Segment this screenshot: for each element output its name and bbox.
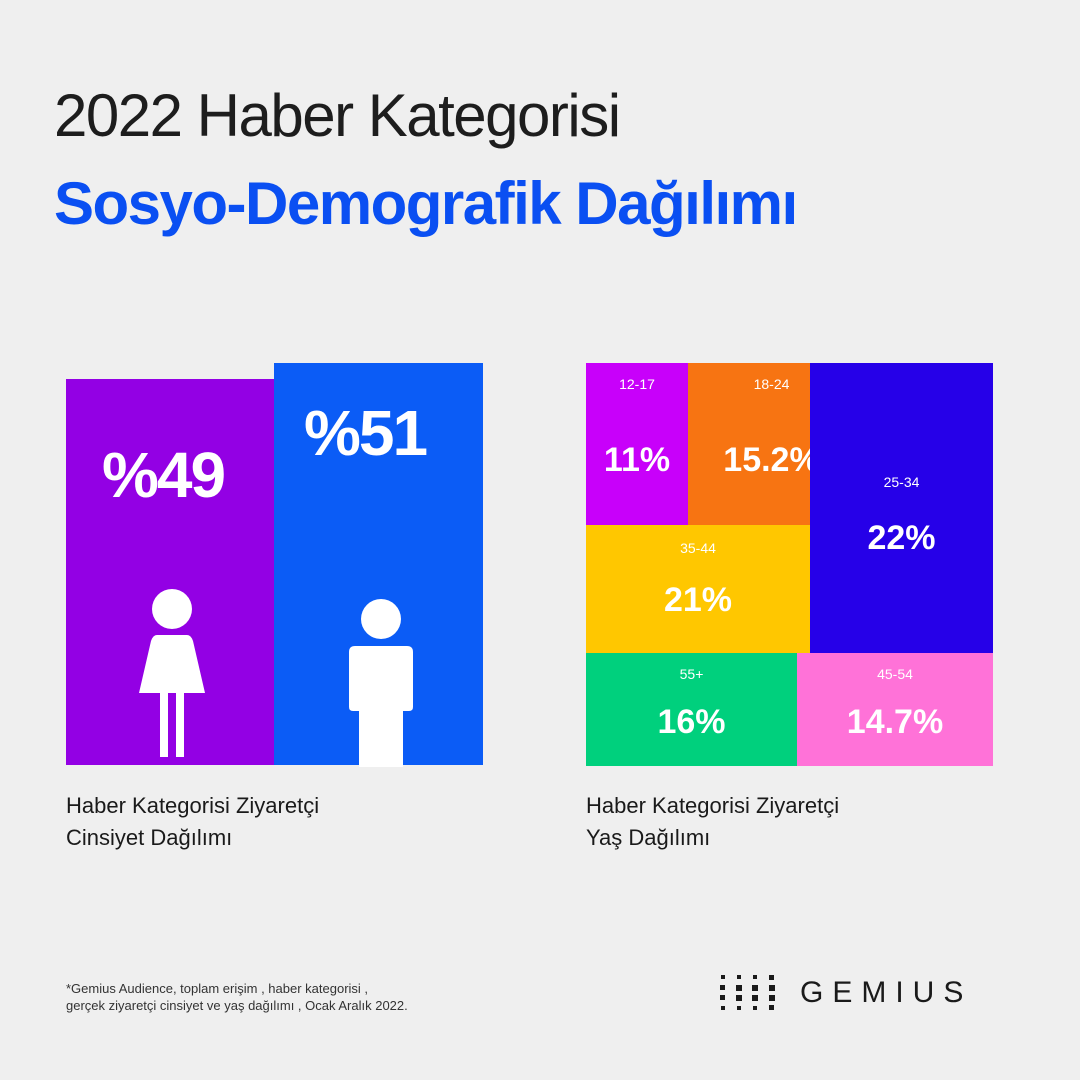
footnote-line-2: gerçek ziyaretçi cinsiyet ve yaş dağılım… xyxy=(66,998,408,1013)
age-value-label: 21% xyxy=(663,581,733,619)
age-value-label: 15.2% xyxy=(723,441,820,479)
footnote: *Gemius Audience, toplam erişim , haber … xyxy=(66,980,408,1014)
female-percent-label: %49 xyxy=(102,438,226,511)
age-range-label: 25-34 xyxy=(883,474,920,490)
age-caption-line-1: Haber Kategorisi Ziyaretçi xyxy=(586,793,840,818)
page-title: 2022 Haber Kategorisi xyxy=(54,82,621,149)
age-tile-35-44: 35-44 21% xyxy=(586,525,810,653)
female-icon xyxy=(139,588,205,757)
age-tile-45-54: 45-54 14.7% xyxy=(797,653,993,766)
female-bar: %49 xyxy=(66,378,274,765)
gender-caption-line-1: Haber Kategorisi Ziyaretçi xyxy=(66,793,320,818)
age-tile-25-34: 25-34 22% xyxy=(810,363,993,653)
age-range-label: 12-17 xyxy=(619,376,655,392)
age-value-label: 11% xyxy=(603,441,671,479)
gemius-logo: GEMIUS xyxy=(718,972,1008,1014)
age-range-label: 45-54 xyxy=(877,666,913,682)
age-tile-12-17: 12-17 11% xyxy=(586,363,688,525)
age-range-label: 55+ xyxy=(679,666,704,682)
age-caption-line-2: Yaş Dağılımı xyxy=(586,825,711,850)
logo-text: GEMIUS xyxy=(800,976,973,1009)
page-subtitle: Sosyo-Demografik Dağılımı xyxy=(54,170,798,237)
male-percent-label: %51 xyxy=(304,397,428,469)
age-range-label: 35-44 xyxy=(680,540,716,556)
gender-caption-line-2: Cinsiyet Dağılımı xyxy=(66,825,233,850)
age-tile-55-plus: 55+ 16% xyxy=(586,653,797,766)
male-bar: %51 xyxy=(274,363,483,767)
age-value-label: 22% xyxy=(867,519,936,557)
age-value-label: 14.7% xyxy=(846,703,944,741)
gender-chart-caption: Haber Kategorisi Ziyaretçi Cinsiyet Dağı… xyxy=(66,790,319,854)
age-value-label: 16% xyxy=(657,703,726,741)
footnote-line-1: *Gemius Audience, toplam erişim , haber … xyxy=(66,981,369,996)
male-icon xyxy=(349,599,413,767)
age-range-label: 18-24 xyxy=(753,376,790,392)
dot-grid-icon xyxy=(720,975,775,1010)
age-chart-caption: Haber Kategorisi Ziyaretçi Yaş Dağılımı xyxy=(586,790,839,854)
